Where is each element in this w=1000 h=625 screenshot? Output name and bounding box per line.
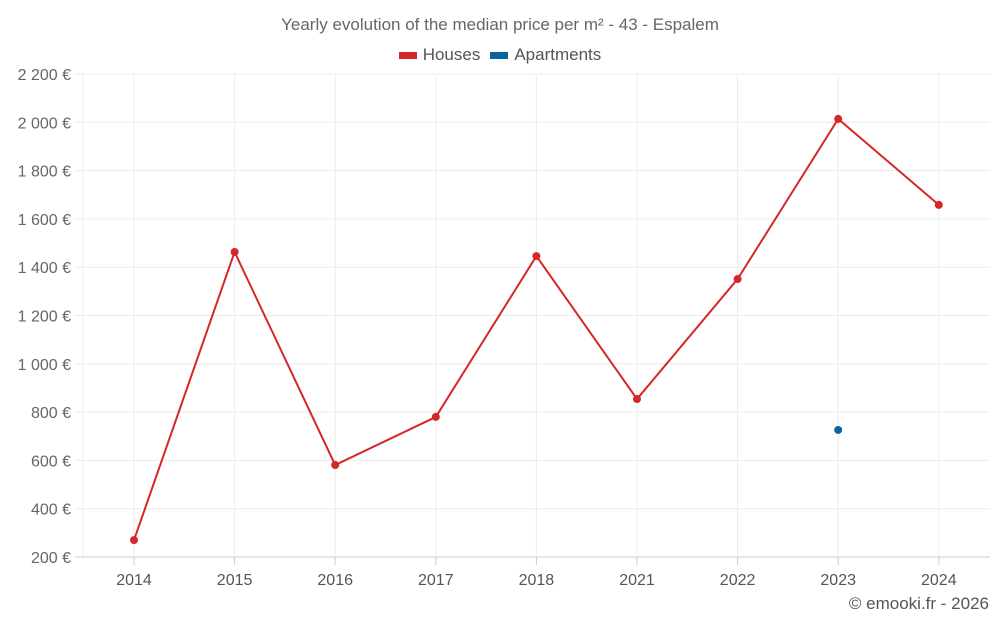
legend-swatch-houses [398, 51, 417, 59]
legend-swatch-apartments [490, 51, 509, 59]
x-tick-label: 2014 [116, 572, 152, 589]
legend-item-apartments[interactable]: Apartments [490, 45, 601, 65]
data-point-houses [331, 460, 340, 469]
legend-label-houses: Houses [422, 45, 481, 64]
y-tick-label: 1 400 € [18, 260, 71, 277]
y-tick-label: 2 200 € [18, 67, 71, 84]
y-tick-label: 400 € [31, 502, 71, 519]
data-point-houses [130, 536, 138, 545]
y-tick-label: 1 000 € [18, 357, 71, 374]
legend-label-apartments: Apartments [514, 45, 602, 64]
x-tick-label: 2023 [820, 572, 856, 589]
data-point-houses [532, 252, 541, 261]
data-point-houses [733, 275, 742, 284]
x-tick-label: 2022 [720, 572, 756, 589]
y-tick-label: 1 200 € [18, 309, 71, 326]
y-tick-label: 600 € [31, 453, 71, 470]
x-tick-label: 2024 [921, 572, 957, 589]
data-point-houses [431, 412, 440, 421]
credit: © emooki.fr - 2026 [848, 594, 989, 613]
chart-title: Yearly evolution of the median price per… [281, 15, 719, 34]
data-point-houses [633, 395, 641, 404]
x-tick-label: 2018 [519, 572, 555, 589]
y-tick-label: 1 800 € [18, 164, 71, 181]
y-tick-label: 200 € [31, 550, 71, 567]
data-point-houses [230, 247, 239, 256]
data-point-apartments [834, 425, 843, 434]
data-point-houses [934, 200, 943, 209]
x-tick-label: 2016 [317, 572, 353, 589]
y-tick-label: 1 600 € [18, 212, 71, 229]
legend: Houses Apartments [0, 45, 1000, 65]
y-tick-label: 800 € [31, 405, 71, 422]
legend-item-houses[interactable]: Houses [398, 45, 481, 65]
y-tick-label: 2 000 € [18, 115, 71, 132]
x-tick-label: 2021 [619, 572, 655, 589]
data-point-houses [834, 114, 843, 123]
x-tick-label: 2015 [217, 572, 253, 589]
x-tick-label: 2017 [418, 572, 454, 589]
